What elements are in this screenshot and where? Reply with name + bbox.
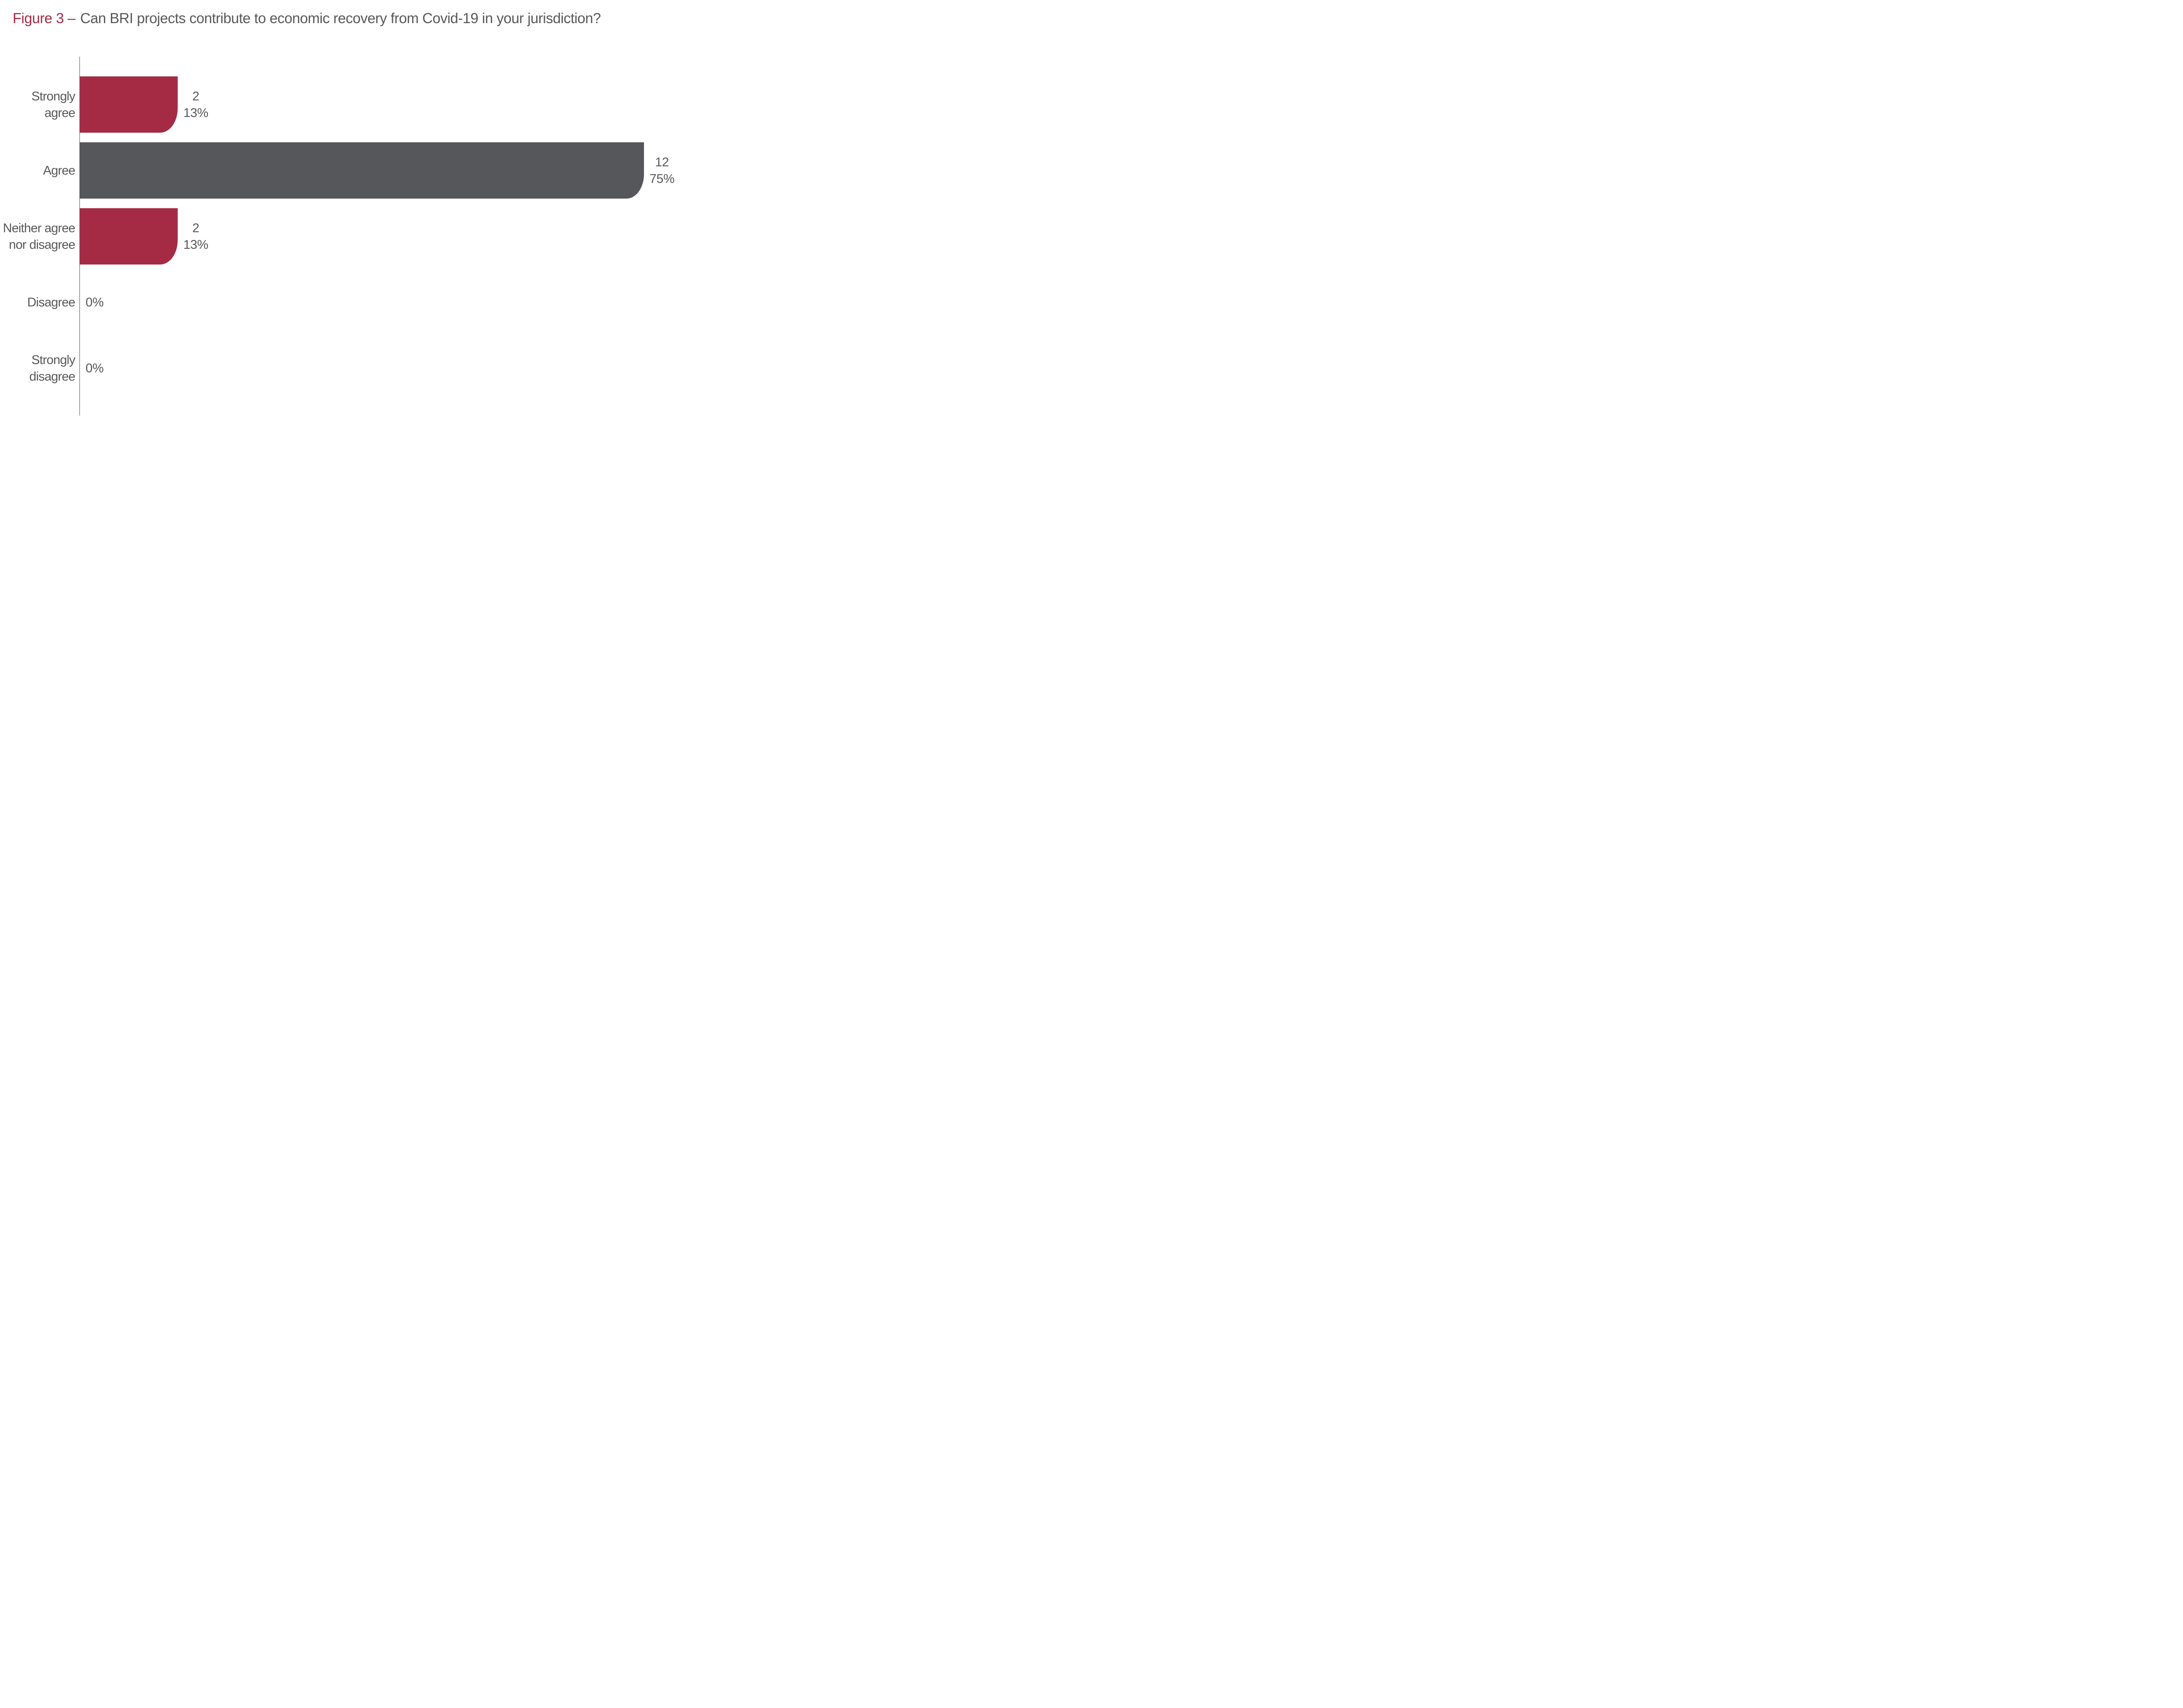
chart-rows: Strongly agree 2 13% Agree 12 75% xyxy=(0,57,682,401)
bar-agree xyxy=(80,142,644,199)
bar-area: 12 75% xyxy=(80,137,682,203)
value-percent: 0% xyxy=(86,295,104,309)
row-strongly-agree: Strongly agree 2 13% xyxy=(0,72,682,137)
value-percent: 13% xyxy=(183,106,209,120)
value-percent: 13% xyxy=(183,237,209,252)
value-percent: 75% xyxy=(649,172,675,186)
bar-area: 2 13% xyxy=(80,203,682,269)
value-label: 0% xyxy=(86,360,104,377)
category-label: Strongly agree xyxy=(31,89,76,120)
value-label: 2 13% xyxy=(183,220,208,253)
value-label: 12 75% xyxy=(650,154,675,187)
category-label: Strongly disagree xyxy=(29,353,76,384)
bar-area: 0% xyxy=(80,269,682,335)
bar-area: 0% xyxy=(80,335,682,401)
value-count: 2 xyxy=(192,221,200,235)
row-disagree: Disagree 0% xyxy=(0,269,682,335)
row-neither-agree-nor-disagree: Neither agree nor disagree 2 13% xyxy=(0,203,682,269)
bar-strongly-agree xyxy=(80,76,178,133)
value-label: 2 13% xyxy=(183,88,208,121)
y-axis-line xyxy=(79,57,80,416)
value-count: 12 xyxy=(655,155,669,169)
category-label: Agree xyxy=(43,163,76,178)
figure-number-label: Figure 3 – xyxy=(13,10,76,26)
figure-page: Figure 3 – Can BRI projects contribute to… xyxy=(0,0,682,427)
bar-chart: Strongly agree 2 13% Agree 12 75% xyxy=(0,57,682,416)
category-label: Neither agree nor disagree xyxy=(3,221,76,252)
row-strongly-disagree: Strongly disagree 0% xyxy=(0,335,682,401)
category-label: Disagree xyxy=(27,295,75,309)
value-count: 2 xyxy=(192,89,200,103)
figure-title-text: Can BRI projects contribute to economic … xyxy=(80,10,601,26)
value-percent: 0% xyxy=(86,361,104,375)
row-agree: Agree 12 75% xyxy=(0,137,682,203)
page-title: Figure 3 – Can BRI projects contribute to… xyxy=(13,10,601,27)
bar-neither-agree-nor-disagree xyxy=(80,208,178,265)
value-label: 0% xyxy=(86,294,104,311)
bar-area: 2 13% xyxy=(80,72,682,137)
